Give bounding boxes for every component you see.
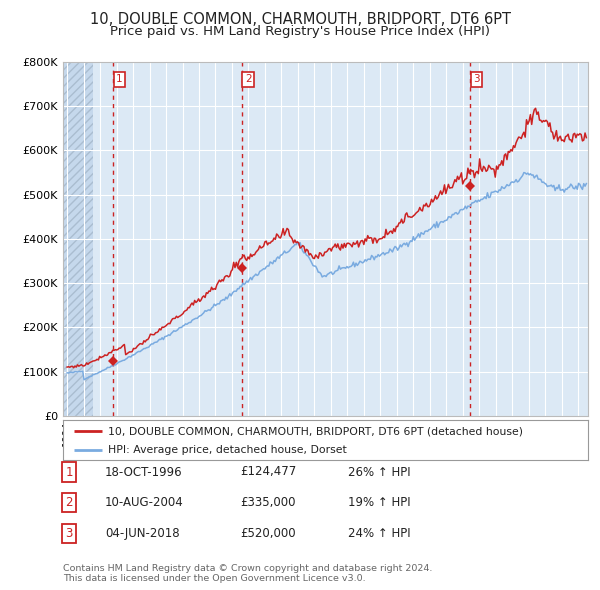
Text: 24% ↑ HPI: 24% ↑ HPI xyxy=(348,527,410,540)
Text: 10, DOUBLE COMMON, CHARMOUTH, BRIDPORT, DT6 6PT (detached house): 10, DOUBLE COMMON, CHARMOUTH, BRIDPORT, … xyxy=(107,427,523,437)
Text: 26% ↑ HPI: 26% ↑ HPI xyxy=(348,466,410,478)
Text: £520,000: £520,000 xyxy=(240,527,296,540)
Text: 3: 3 xyxy=(473,74,480,84)
Text: 2: 2 xyxy=(245,74,251,84)
Text: 18-OCT-1996: 18-OCT-1996 xyxy=(105,466,182,478)
Text: 10, DOUBLE COMMON, CHARMOUTH, BRIDPORT, DT6 6PT: 10, DOUBLE COMMON, CHARMOUTH, BRIDPORT, … xyxy=(89,12,511,27)
Text: 10-AUG-2004: 10-AUG-2004 xyxy=(105,496,184,509)
Text: £335,000: £335,000 xyxy=(240,496,296,509)
Text: 1: 1 xyxy=(65,466,73,478)
Text: 3: 3 xyxy=(65,527,73,540)
Text: 04-JUN-2018: 04-JUN-2018 xyxy=(105,527,179,540)
Text: 2: 2 xyxy=(65,496,73,509)
Text: 1: 1 xyxy=(116,74,123,84)
Text: 19% ↑ HPI: 19% ↑ HPI xyxy=(348,496,410,509)
Text: Price paid vs. HM Land Registry's House Price Index (HPI): Price paid vs. HM Land Registry's House … xyxy=(110,25,490,38)
Text: HPI: Average price, detached house, Dorset: HPI: Average price, detached house, Dors… xyxy=(107,445,346,455)
Text: Contains HM Land Registry data © Crown copyright and database right 2024.
This d: Contains HM Land Registry data © Crown c… xyxy=(63,563,433,583)
Text: £124,477: £124,477 xyxy=(240,466,296,478)
